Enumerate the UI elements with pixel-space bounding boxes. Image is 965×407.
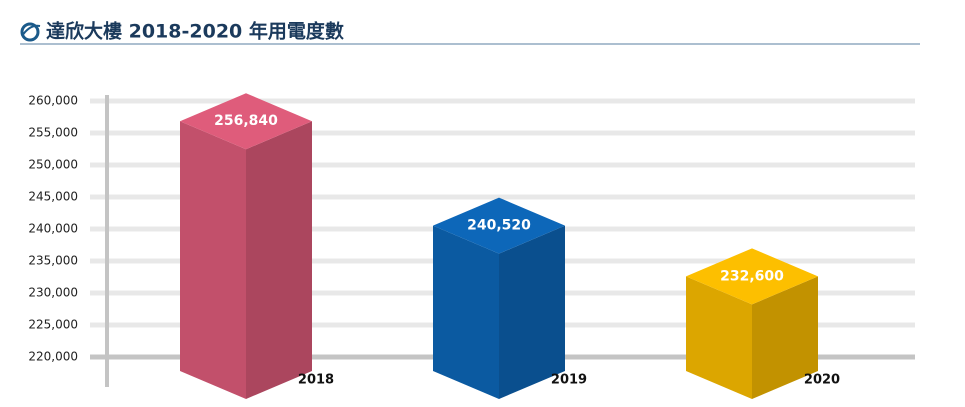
bar-right-face bbox=[752, 276, 818, 399]
y-tick-label: 220,000 bbox=[28, 350, 78, 364]
y-tick-label: 250,000 bbox=[28, 158, 78, 172]
y-tick-label: 235,000 bbox=[28, 254, 78, 268]
y-tick-label: 230,000 bbox=[28, 286, 78, 300]
bar-left-face bbox=[180, 121, 246, 399]
value-label: 232,600 bbox=[720, 268, 784, 284]
bar-left-face bbox=[433, 225, 499, 399]
x-tick-label: 2020 bbox=[804, 373, 840, 388]
bar bbox=[180, 93, 312, 399]
bar bbox=[686, 248, 818, 399]
bar-top-face bbox=[433, 197, 565, 254]
x-tick-label: 2018 bbox=[298, 373, 334, 388]
bar-left-face bbox=[686, 276, 752, 399]
value-label: 240,520 bbox=[467, 218, 531, 234]
y-tick-label: 240,000 bbox=[28, 222, 78, 236]
bar-top-face bbox=[686, 248, 818, 305]
bar bbox=[433, 197, 565, 399]
value-label: 256,840 bbox=[214, 113, 278, 129]
bar-right-face bbox=[246, 121, 312, 399]
bar-right-face bbox=[499, 225, 565, 399]
y-tick-label: 225,000 bbox=[28, 318, 78, 332]
y-tick-label: 255,000 bbox=[28, 126, 78, 140]
y-tick-label: 260,000 bbox=[28, 94, 78, 108]
x-tick-label: 2019 bbox=[551, 373, 587, 388]
y-tick-label: 245,000 bbox=[28, 190, 78, 204]
title-icon bbox=[20, 22, 41, 42]
bar-top-face bbox=[180, 93, 312, 150]
chart-title: 達欣大樓 2018-2020 年用電度數 bbox=[46, 20, 344, 43]
